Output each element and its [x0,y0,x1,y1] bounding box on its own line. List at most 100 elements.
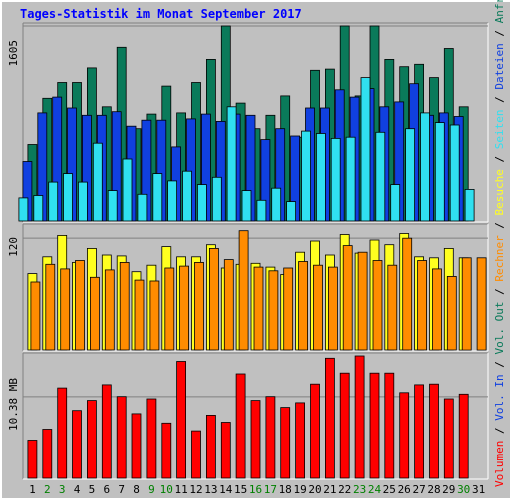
bar-rechner-day-27 [417,260,428,351]
side-legend-item: / [493,282,506,302]
bar-rechner-day-12 [194,261,204,351]
bar-volumen-day-15 [235,373,246,479]
day-label-13: 13 [204,483,217,496]
bar-rechner-day-10 [164,267,175,351]
panel-volume-y-tick-label: 10.38 MB [7,378,20,431]
bar-seiten-day-3 [48,181,59,222]
bar-volumen-day-30 [458,393,469,479]
day-label-17: 17 [264,483,277,496]
day-label-24: 24 [368,483,382,496]
bar-rechner-day-7 [119,261,130,351]
bar-seiten-day-4 [63,173,73,222]
bar-volumen-day-14 [220,422,231,479]
day-label-5: 5 [89,483,96,496]
bar-rechner-day-14 [223,259,234,351]
bar-volumen-day-4 [72,410,82,479]
bar-rechner-day-31 [476,257,487,351]
bar-seiten-day-29 [434,122,445,222]
day-label-2: 2 [44,483,51,496]
bar-volumen-day-3 [57,387,68,479]
side-legend: Volumen / Vol. In / Vol. Out / Rechner /… [493,0,506,487]
bar-seiten-day-22 [330,137,341,222]
bar-seiten-day-20 [301,130,311,222]
bar-volumen-day-19 [295,402,306,479]
bar-seiten-day-21 [315,133,326,222]
bar-rechner-day-1 [30,281,41,351]
bar-seiten-day-26 [390,184,401,222]
bar-seiten-day-11 [167,180,178,222]
day-label-7: 7 [118,483,125,496]
bar-seiten-day-14 [211,176,222,222]
bar-volumen-day-29 [443,398,454,479]
bar-volumen-day-20 [310,383,320,479]
day-label-20: 20 [308,483,321,496]
bar-volumen-day-28 [429,383,439,479]
day-label-8: 8 [133,483,140,496]
bar-seiten-day-15 [226,106,237,222]
bar-seiten-day-13 [196,184,207,222]
bar-seiten-day-27 [405,128,416,222]
day-label-3: 3 [59,483,66,496]
bar-rechner-day-15 [238,230,249,351]
day-label-28: 28 [427,483,440,496]
bar-volumen-day-8 [131,413,142,479]
bar-volumen-day-2 [42,429,53,479]
day-label-9: 9 [148,483,155,496]
side-legend-item: Vol. Out [493,302,506,355]
bar-seiten-day-12 [182,170,192,222]
bar-rechner-day-21 [327,266,338,351]
bar-volumen-day-5 [87,400,97,479]
day-label-29: 29 [442,483,455,496]
side-legend-item: Volumen [493,441,506,487]
side-legend-item: / [493,90,506,110]
side-legend-item: Rechner [493,235,506,282]
bar-seiten-day-17 [256,199,267,222]
bar-volumen-day-9 [146,398,157,479]
day-label-14: 14 [219,483,233,496]
bar-seiten-day-16 [241,190,252,222]
bar-volumen-day-6 [101,384,112,479]
day-label-31: 31 [472,483,485,496]
bar-rechner-day-3 [60,268,71,351]
day-label-1: 1 [29,483,36,496]
bar-volumen-day-12 [191,430,201,479]
side-legend-item: / [493,215,506,235]
bar-volumen-day-21 [324,357,335,479]
day-label-30: 30 [457,483,470,496]
side-legend-item: / [493,23,506,43]
day-label-15: 15 [234,483,247,496]
bar-seiten-day-23 [345,136,356,222]
bar-volumen-day-23 [354,355,365,479]
bar-rechner-day-13 [208,247,219,351]
side-legend-item: / [493,421,506,441]
bar-rechner-day-2 [45,263,56,351]
bar-volumen-day-13 [205,414,216,479]
bar-rechner-day-5 [90,276,100,351]
side-legend-item: Dateien [493,43,506,89]
bar-rechner-day-19 [298,261,309,351]
day-label-4: 4 [74,483,81,496]
day-label-23: 23 [353,483,366,496]
day-label-22: 22 [338,483,351,496]
bar-seiten-day-7 [107,190,118,222]
day-label-11: 11 [174,483,187,496]
bar-rechner-day-30 [461,257,472,351]
bar-volumen-day-18 [280,407,291,479]
day-label-18: 18 [279,483,292,496]
bar-rechner-day-9 [149,280,160,351]
bar-volumen-day-10 [161,422,172,479]
bar-seiten-day-24 [360,77,371,222]
side-legend-item: / [493,355,506,375]
day-label-21: 21 [323,483,336,496]
bar-seiten-day-8 [122,158,133,222]
day-label-25: 25 [383,483,396,496]
day-label-27: 27 [412,483,425,496]
bar-volumen-day-16 [250,400,261,479]
panel-visits-y-tick-label: 120 [7,237,20,257]
bar-rechner-day-24 [372,260,383,351]
bar-volumen-day-11 [176,361,187,479]
bar-rechner-day-20 [313,264,323,351]
bar-volumen-day-25 [384,372,395,479]
bar-rechner-day-17 [268,270,279,351]
side-legend-item: Anfragen [493,0,506,23]
